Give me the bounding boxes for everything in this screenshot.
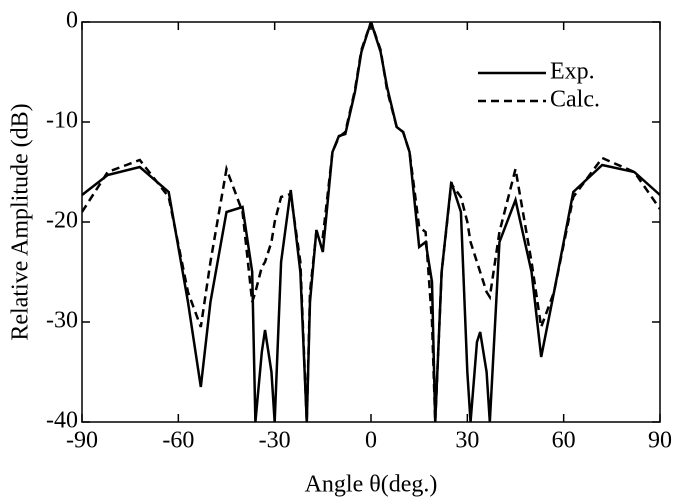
y-tick-label: -40 xyxy=(46,408,78,434)
legend-label: Exp. xyxy=(550,59,595,85)
y-tick-label: 0 xyxy=(66,8,78,34)
x-tick-label: 90 xyxy=(648,428,672,454)
x-axis-label: Angle θ(deg.) xyxy=(305,472,438,498)
y-axis-label: Relative Amplitude (dB) xyxy=(8,103,34,340)
y-tick-label: -10 xyxy=(46,108,78,134)
x-tick-label: -30 xyxy=(259,428,291,454)
y-tick-label: -30 xyxy=(46,308,78,334)
y-tick-label: -20 xyxy=(46,208,78,234)
x-tick-label: -90 xyxy=(66,428,98,454)
data-line xyxy=(82,22,660,422)
x-tick-label: 30 xyxy=(455,428,479,454)
x-tick-label: -60 xyxy=(162,428,194,454)
x-tick-label: 0 xyxy=(365,428,377,454)
lines xyxy=(82,22,660,422)
x-tick-label: 60 xyxy=(552,428,576,454)
legend-label: Calc. xyxy=(550,87,600,113)
data-line xyxy=(82,22,660,422)
